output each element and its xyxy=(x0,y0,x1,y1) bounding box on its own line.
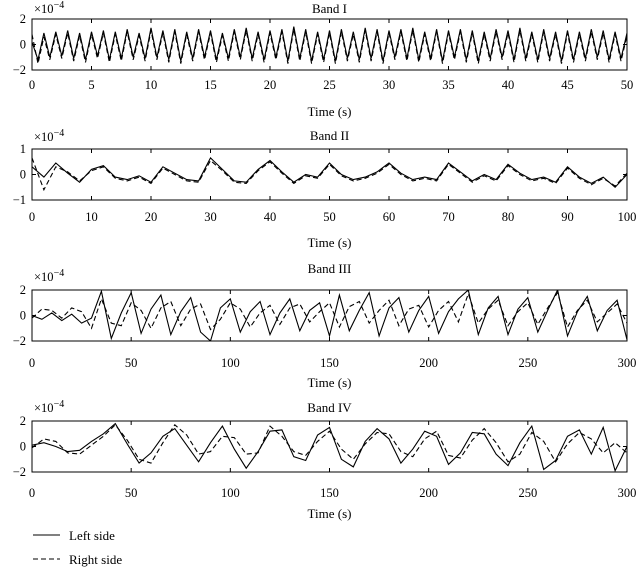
panel-title: Band I xyxy=(312,1,347,16)
series-line-right-side xyxy=(32,423,627,464)
x-tick-label: 50 xyxy=(125,486,138,500)
x-tick-label: 200 xyxy=(419,486,438,500)
y-tick-label: 2 xyxy=(20,283,26,297)
series-line-left-side xyxy=(32,26,627,62)
x-tick-label: 60 xyxy=(383,210,396,224)
x-tick-label: 0 xyxy=(29,486,35,500)
legend-label: Left side xyxy=(69,528,115,543)
y-multiplier-label: ×10−4 xyxy=(34,399,64,415)
x-axis-label: Time (s) xyxy=(308,104,352,119)
y-tick-label: 0 xyxy=(20,168,26,182)
x-tick-label: 50 xyxy=(125,356,138,370)
y-tick-label: 1 xyxy=(20,142,26,156)
panel-2: Band II×10−40 10 20 30 40 50 60 70 80 90 100−101Ti… xyxy=(13,128,637,250)
y-tick-label: −2 xyxy=(13,63,26,77)
x-tick-label: 35 xyxy=(442,78,455,92)
x-axis-label: Time (s) xyxy=(308,235,352,250)
x-tick-label: 5 xyxy=(88,78,94,92)
x-tick-label: 10 xyxy=(145,78,158,92)
series-line-right-side xyxy=(32,291,627,331)
x-tick-label: 0 xyxy=(29,78,35,92)
panel-title: Band IV xyxy=(307,400,352,415)
y-tick-label: −2 xyxy=(13,334,26,348)
x-tick-label: 25 xyxy=(323,78,336,92)
x-tick-label: 30 xyxy=(383,78,396,92)
x-tick-label: 0 xyxy=(29,210,35,224)
x-tick-label: 40 xyxy=(264,210,277,224)
x-tick-label: 80 xyxy=(502,210,515,224)
x-tick-label: 100 xyxy=(618,210,637,224)
x-tick-label: 45 xyxy=(561,78,574,92)
x-tick-label: 0 xyxy=(29,356,35,370)
x-tick-label: 100 xyxy=(221,356,240,370)
panel-title: Band III xyxy=(308,261,352,276)
panel-1: Band I×10−40 5 10 15 20 25 30 35 40 45 50−202Time … xyxy=(13,0,634,119)
series-line-left-side xyxy=(32,290,627,341)
x-axis-label: Time (s) xyxy=(308,506,352,521)
y-multiplier-label: ×10−4 xyxy=(34,128,64,144)
x-tick-label: 250 xyxy=(518,486,537,500)
x-tick-label: 20 xyxy=(145,210,158,224)
x-tick-label: 10 xyxy=(85,210,98,224)
y-tick-label: 2 xyxy=(20,12,26,26)
x-tick-label: 300 xyxy=(618,486,637,500)
x-tick-label: 250 xyxy=(518,356,537,370)
x-tick-label: 150 xyxy=(320,356,339,370)
series-line-right-side xyxy=(32,157,627,192)
x-tick-label: 40 xyxy=(502,78,515,92)
x-tick-label: 30 xyxy=(204,210,217,224)
panel-title: Band II xyxy=(310,128,349,143)
x-tick-label: 150 xyxy=(320,486,339,500)
x-tick-label: 100 xyxy=(221,486,240,500)
y-multiplier-label: ×10−4 xyxy=(34,268,64,284)
x-tick-label: 90 xyxy=(561,210,574,224)
legend: Left side Right side xyxy=(33,528,122,567)
y-tick-label: −1 xyxy=(13,193,26,207)
x-tick-label: 50 xyxy=(323,210,336,224)
legend-label: Right side xyxy=(69,552,122,567)
x-tick-label: 50 xyxy=(621,78,634,92)
y-tick-label: −2 xyxy=(13,465,26,479)
y-multiplier-label: ×10−4 xyxy=(34,0,64,16)
plot-frame xyxy=(31,148,628,201)
x-tick-label: 300 xyxy=(618,356,637,370)
y-tick-label: 0 xyxy=(20,440,26,454)
series-line-left-side xyxy=(32,422,627,472)
x-axis-label: Time (s) xyxy=(308,375,352,390)
panel-3: Band III×10−40 50 100 150 200 250 300−202Time … xyxy=(13,261,637,390)
y-tick-label: 0 xyxy=(20,38,26,52)
x-tick-label: 20 xyxy=(264,78,277,92)
y-tick-label: 0 xyxy=(20,309,26,323)
x-tick-label: 200 xyxy=(419,356,438,370)
y-tick-label: 2 xyxy=(20,414,26,428)
series-line-left-side xyxy=(32,156,627,189)
x-tick-label: 70 xyxy=(442,210,455,224)
x-tick-label: 15 xyxy=(204,78,217,92)
